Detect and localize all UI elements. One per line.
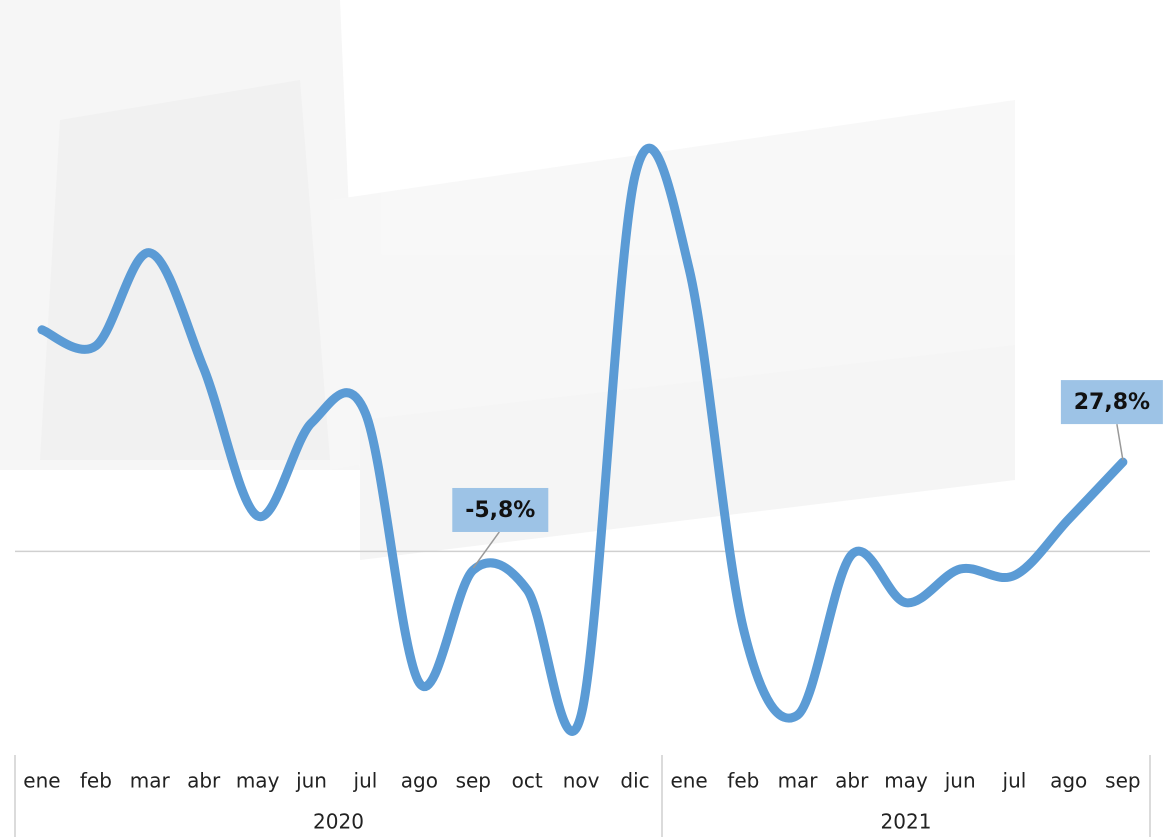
x-tick-label: dic [620, 769, 649, 793]
x-tick-label: mar [130, 769, 171, 793]
label-leader [1117, 424, 1123, 460]
x-tick-label: jul [353, 769, 378, 793]
x-tick-label: sep [456, 769, 491, 793]
x-group-label: 2021 [881, 810, 932, 834]
x-tick-label: mar [778, 769, 819, 793]
x-group-label: 2020 [313, 810, 364, 834]
x-tick-label: ago [1050, 769, 1087, 793]
category-axis [15, 755, 1150, 837]
x-tick-label: jun [944, 769, 976, 793]
x-tick-label: may [236, 769, 280, 793]
x-tick-label: abr [187, 769, 221, 793]
x-tick-label: feb [727, 769, 759, 793]
x-tick-label: ago [401, 769, 438, 793]
x-tick-label: oct [512, 769, 543, 793]
background-decoration [0, 0, 1015, 560]
x-tick-label: jun [295, 769, 327, 793]
x-tick-label: ene [670, 769, 707, 793]
x-tick-label: abr [835, 769, 869, 793]
x-tick-label: jul [1002, 769, 1027, 793]
x-tick-label: nov [563, 769, 600, 793]
data-label: -5,8% [465, 498, 535, 523]
x-tick-label: feb [80, 769, 112, 793]
x-tick-label: sep [1105, 769, 1140, 793]
data-label: 27,8% [1074, 390, 1150, 415]
x-tick-label: may [884, 769, 928, 793]
x-tick-label: ene [23, 769, 60, 793]
chart: enefebmarabrmayjunjulagosepoctnovdic2020… [0, 0, 1173, 837]
